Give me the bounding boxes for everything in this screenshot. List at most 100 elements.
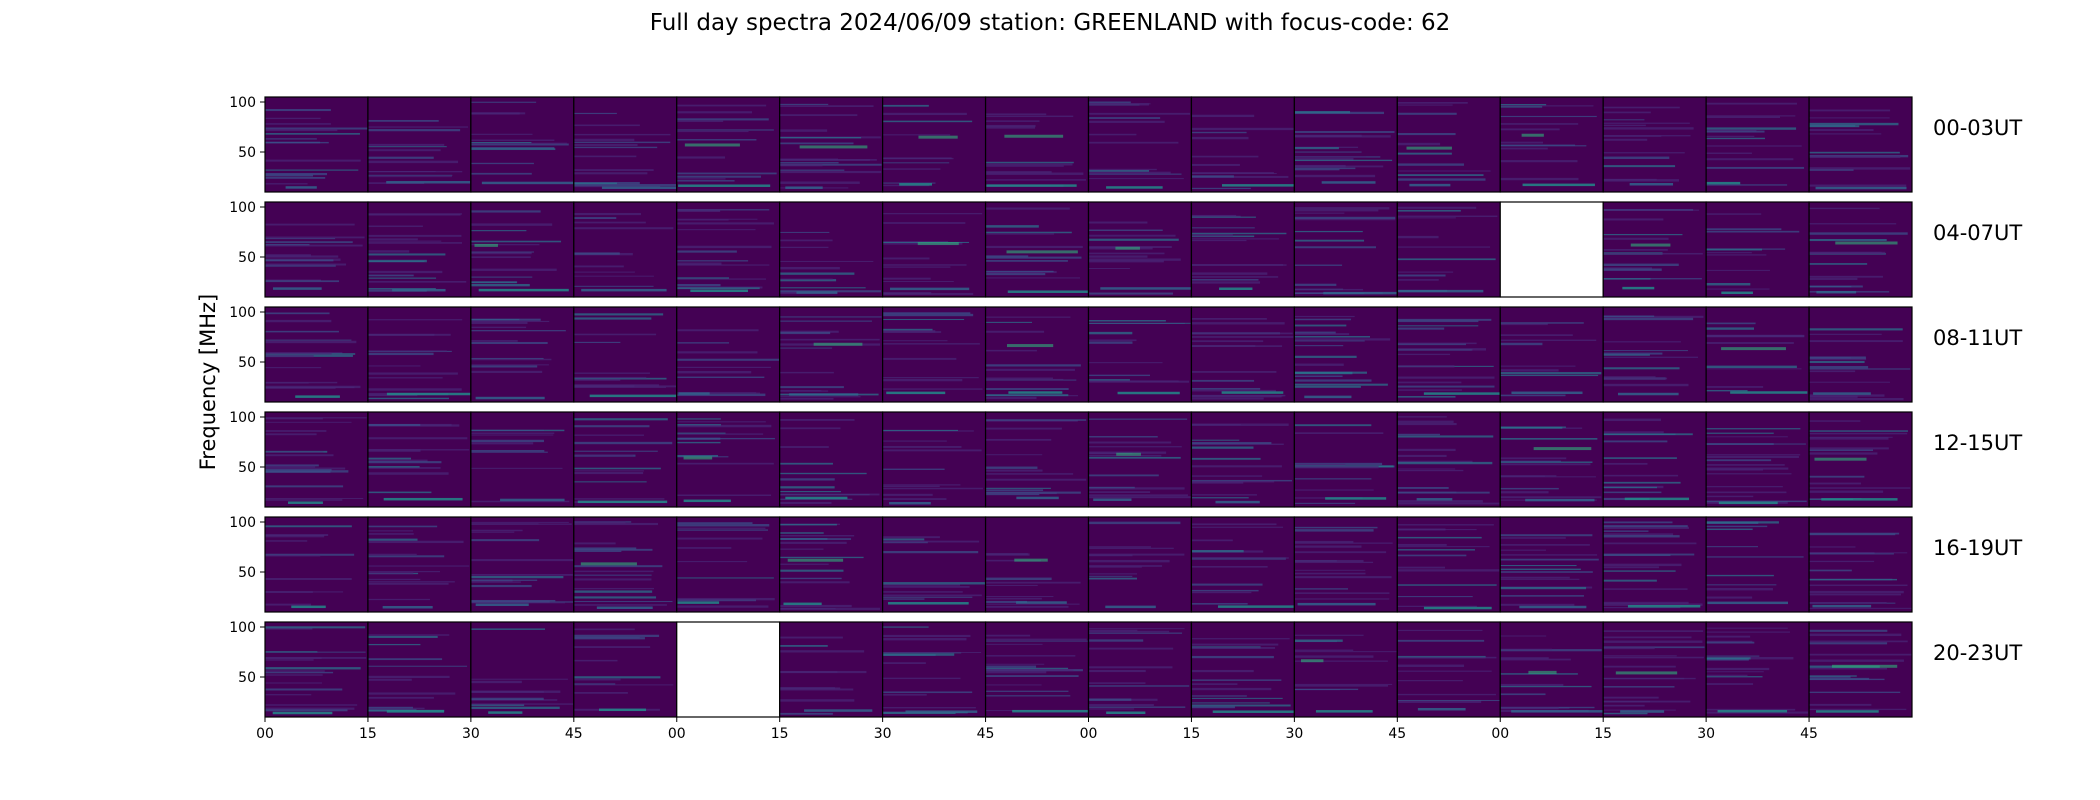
spectral-line xyxy=(1809,155,1901,158)
spectral-line xyxy=(985,233,1055,235)
panel-background xyxy=(1397,517,1501,612)
spectral-line xyxy=(1191,345,1283,347)
spectral-line xyxy=(573,470,644,472)
low-band xyxy=(1016,601,1067,604)
spectral-line xyxy=(470,599,556,602)
spectral-line xyxy=(573,467,661,470)
spectral-line xyxy=(1294,559,1364,562)
spectra-panel xyxy=(264,201,369,298)
spectral-line xyxy=(1191,214,1237,217)
spectral-line xyxy=(985,667,1069,670)
spectral-line xyxy=(779,670,867,674)
spectral-line xyxy=(1706,443,1806,445)
spectral-line xyxy=(367,126,469,128)
spectral-line xyxy=(779,272,855,275)
panel-background xyxy=(882,622,986,717)
spectral-line xyxy=(1706,528,1753,531)
spectra-row: 50 100 04-07UT xyxy=(229,200,2022,298)
spectral-line xyxy=(265,704,358,706)
spectral-line xyxy=(1191,175,1289,178)
spectral-line xyxy=(1500,487,1559,490)
spectral-line xyxy=(1191,272,1268,275)
spectral-line xyxy=(573,271,635,273)
spectral-line xyxy=(1706,137,1765,140)
panel-background xyxy=(882,412,986,507)
panel-background xyxy=(470,202,574,297)
spectra-panel xyxy=(264,411,369,508)
spectral-line xyxy=(1500,322,1584,324)
low-band xyxy=(1221,391,1284,394)
spectral-line xyxy=(676,250,737,253)
spectral-line xyxy=(265,709,348,712)
spectral-line xyxy=(1088,255,1148,258)
spectral-line xyxy=(265,469,332,471)
spectra-panel xyxy=(779,306,884,403)
spectral-line xyxy=(985,634,1031,637)
spectral-line xyxy=(1294,688,1359,691)
spectral-line xyxy=(470,210,541,213)
spectral-line xyxy=(1088,171,1171,174)
spectral-line xyxy=(1706,334,1805,338)
spectral-line xyxy=(265,141,321,144)
spectral-line xyxy=(265,499,343,501)
spectra-panel xyxy=(573,96,679,193)
spectral-line xyxy=(1706,486,1783,488)
spectral-line xyxy=(1397,664,1465,667)
low-band xyxy=(598,708,647,712)
spectral-line xyxy=(779,462,833,465)
spectral-line xyxy=(985,277,1081,279)
spectral-line xyxy=(676,120,724,122)
spectral-line xyxy=(676,118,769,121)
spectral-line xyxy=(1706,342,1794,344)
spectral-line xyxy=(1500,476,1596,478)
spectral-line xyxy=(265,467,346,470)
spectra-panel xyxy=(470,516,575,613)
spectra-panel xyxy=(470,306,575,403)
spectral-line xyxy=(1706,467,1789,470)
spectral-line xyxy=(1603,696,1659,699)
spectral-line xyxy=(882,104,929,107)
spectral-line xyxy=(779,159,877,161)
spectral-line xyxy=(367,240,442,242)
x-tick-label: 00 xyxy=(1080,726,1098,742)
spectral-line xyxy=(779,541,847,544)
emission-feature xyxy=(1116,452,1141,456)
low-band xyxy=(272,711,333,715)
low-band xyxy=(295,395,340,398)
spectral-line xyxy=(1088,322,1191,324)
spectral-line xyxy=(367,171,436,173)
spectral-line xyxy=(1088,178,1184,180)
spectral-line xyxy=(367,160,459,164)
spectral-line xyxy=(367,466,420,468)
spectral-line xyxy=(470,330,566,332)
spectral-line xyxy=(573,379,621,381)
spectral-line xyxy=(882,538,925,541)
spectral-line xyxy=(985,364,1081,367)
spectral-line xyxy=(1603,156,1670,159)
spectral-line xyxy=(1397,274,1446,277)
spectral-line xyxy=(1500,461,1593,463)
spectral-line xyxy=(265,554,321,557)
spectral-line xyxy=(882,712,956,715)
spectral-line xyxy=(1603,525,1688,528)
spectral-line xyxy=(470,579,538,581)
spectral-line xyxy=(1706,152,1752,154)
spectral-line xyxy=(1809,368,1911,370)
low-band xyxy=(1417,707,1466,711)
spectral-line xyxy=(367,553,417,555)
spectral-line xyxy=(1809,117,1890,119)
spectral-line xyxy=(1397,670,1492,672)
spectral-line xyxy=(1500,603,1575,606)
spectral-line xyxy=(1809,677,1870,680)
spectral-line xyxy=(470,318,541,321)
spectral-line xyxy=(1294,230,1363,233)
spectral-line xyxy=(1500,707,1559,710)
spectral-line xyxy=(779,129,828,132)
spectra-panel xyxy=(1705,201,1810,298)
low-band xyxy=(1620,710,1665,713)
panel-background xyxy=(1088,412,1192,507)
low-band xyxy=(1423,606,1492,610)
spectral-line xyxy=(1603,268,1662,271)
spectral-line xyxy=(1603,267,1653,270)
spectral-line xyxy=(1809,169,1854,171)
